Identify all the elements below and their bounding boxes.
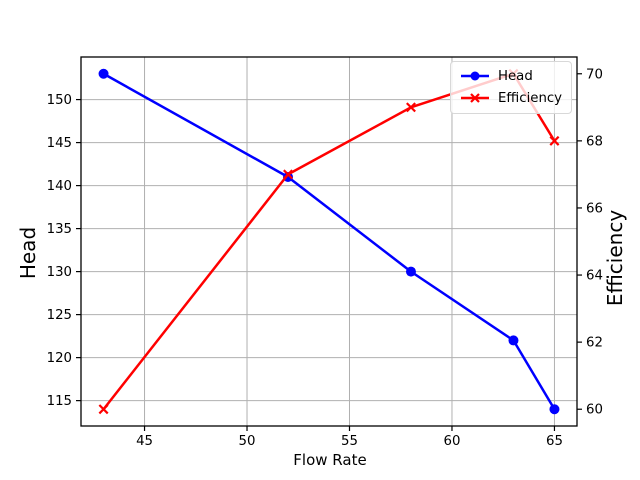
left-tick-label: 120 — [47, 351, 72, 366]
right-tick-label: 68 — [586, 134, 603, 149]
series-line-head — [102, 72, 556, 410]
data-point-circle-head — [98, 68, 109, 79]
data-point-circle-head — [405, 266, 416, 277]
left-tick-label: 135 — [47, 222, 72, 237]
legend-x-marker-icon — [470, 93, 480, 103]
legend-circle-marker-icon — [470, 71, 480, 81]
plot-frame — [80, 56, 578, 427]
legend-sample-head — [461, 71, 489, 81]
data-point-x-efficiency — [549, 135, 560, 146]
left-tick-label: 140 — [47, 179, 72, 194]
x-tick-label: 60 — [444, 434, 461, 449]
right-tick-label: 62 — [586, 336, 603, 351]
legend-entry-head: Head — [460, 66, 562, 86]
x-tick-label: 45 — [136, 434, 153, 449]
data-point-x-efficiency — [98, 404, 109, 415]
left-tick-label: 115 — [47, 394, 72, 409]
right-tick-label: 70 — [586, 67, 603, 82]
series-line-efficiency — [102, 72, 556, 410]
left-tick-label: 150 — [47, 93, 72, 108]
y-axis-label-left: Head — [16, 227, 40, 279]
left-tick-label: 130 — [47, 265, 72, 280]
right-tick-label: 66 — [586, 201, 603, 216]
legend-entry-efficiency: Efficiency — [460, 88, 562, 108]
right-tick-label: 60 — [586, 403, 603, 418]
x-tick-label: 55 — [341, 434, 358, 449]
left-tick-label: 145 — [47, 136, 72, 151]
legend: Head Efficiency — [450, 61, 573, 114]
x-axis-label: Flow Rate — [293, 451, 366, 469]
data-point-circle-head — [508, 335, 519, 346]
data-point-x-efficiency — [406, 102, 416, 113]
left-tick-label: 125 — [47, 308, 72, 323]
y-axis-label-right: Efficiency — [603, 210, 627, 307]
data-point-x-efficiency — [283, 169, 293, 180]
legend-label-efficiency: Efficiency — [498, 90, 563, 106]
data-point-circle-head — [549, 404, 560, 415]
legend-sample-efficiency — [461, 93, 489, 103]
legend-label-head: Head — [498, 68, 533, 84]
right-tick-label: 64 — [586, 269, 603, 284]
x-tick-label: 65 — [546, 434, 563, 449]
x-tick-label: 50 — [239, 434, 256, 449]
